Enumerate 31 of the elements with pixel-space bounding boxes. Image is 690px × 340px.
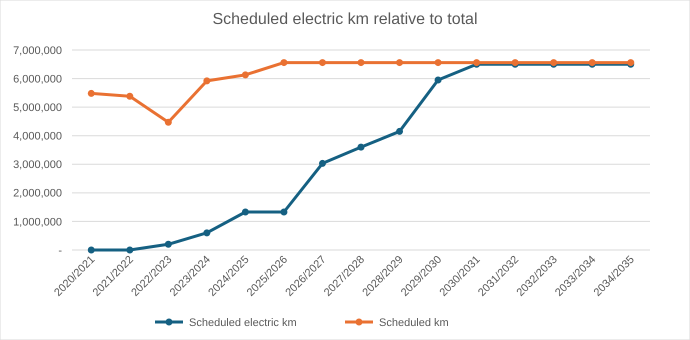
point [203, 77, 210, 84]
point [164, 240, 172, 248]
point [88, 90, 95, 97]
point [280, 59, 288, 66]
point [126, 92, 134, 100]
y-tick-label: - [58, 244, 62, 257]
point [396, 128, 404, 135]
point [88, 246, 95, 254]
point [164, 118, 172, 126]
point [358, 144, 364, 151]
y-tick-label: 7,000,000 [13, 44, 62, 57]
point [434, 76, 442, 84]
y-tick-label: 1,000,000 [13, 216, 62, 228]
y-tick-label: 4,000,000 [13, 130, 62, 143]
point [242, 208, 249, 216]
point [396, 59, 404, 66]
y-tick-label: 2,000,000 [13, 188, 62, 200]
point [318, 59, 326, 66]
point [203, 229, 210, 236]
point [318, 160, 326, 167]
chart-title: Scheduled electric km relative to total [212, 11, 478, 28]
legend-label: Scheduled electric km [189, 316, 297, 329]
point [434, 59, 442, 66]
y-tick-label: 5,000,000 [13, 102, 62, 114]
point [242, 71, 249, 78]
point [126, 246, 134, 254]
point [358, 59, 364, 66]
y-tick-label: 6,000,000 [13, 73, 62, 86]
legend-label: Scheduled km [379, 316, 449, 329]
point [280, 208, 288, 216]
y-tick-label: 3,000,000 [13, 159, 62, 172]
